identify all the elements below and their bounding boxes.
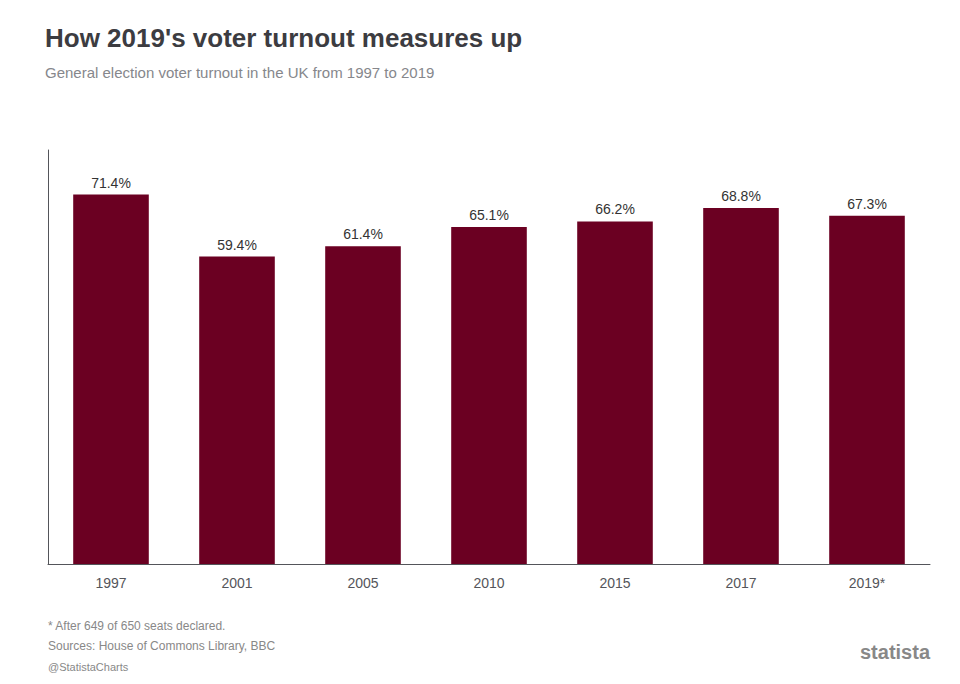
svg-text:66.2%: 66.2% bbox=[595, 201, 635, 217]
svg-text:2015: 2015 bbox=[599, 575, 630, 591]
svg-text:2019*: 2019* bbox=[849, 575, 886, 591]
svg-text:71.4%: 71.4% bbox=[91, 175, 131, 191]
svg-text:* After 649 of 650 seats decla: * After 649 of 650 seats declared. bbox=[48, 619, 225, 633]
svg-text:2010: 2010 bbox=[473, 575, 504, 591]
svg-text:General election voter turnout: General election voter turnout in the UK… bbox=[45, 64, 434, 81]
svg-text:2017: 2017 bbox=[725, 575, 756, 591]
svg-text:67.3%: 67.3% bbox=[847, 196, 887, 212]
svg-text:2005: 2005 bbox=[347, 575, 378, 591]
svg-text:59.4%: 59.4% bbox=[217, 237, 257, 253]
svg-text:@StatistaCharts: @StatistaCharts bbox=[48, 661, 129, 673]
svg-text:61.4%: 61.4% bbox=[343, 226, 383, 242]
svg-text:How 2019's voter turnout measu: How 2019's voter turnout measures up bbox=[45, 23, 522, 53]
svg-text:68.8%: 68.8% bbox=[721, 188, 761, 204]
svg-text:2001: 2001 bbox=[221, 575, 252, 591]
svg-text:Sources: House of Commons Libr: Sources: House of Commons Library, BBC bbox=[48, 639, 276, 653]
svg-text:65.1%: 65.1% bbox=[469, 207, 509, 223]
svg-text:1997: 1997 bbox=[95, 575, 126, 591]
svg-text:statista: statista bbox=[860, 641, 931, 663]
